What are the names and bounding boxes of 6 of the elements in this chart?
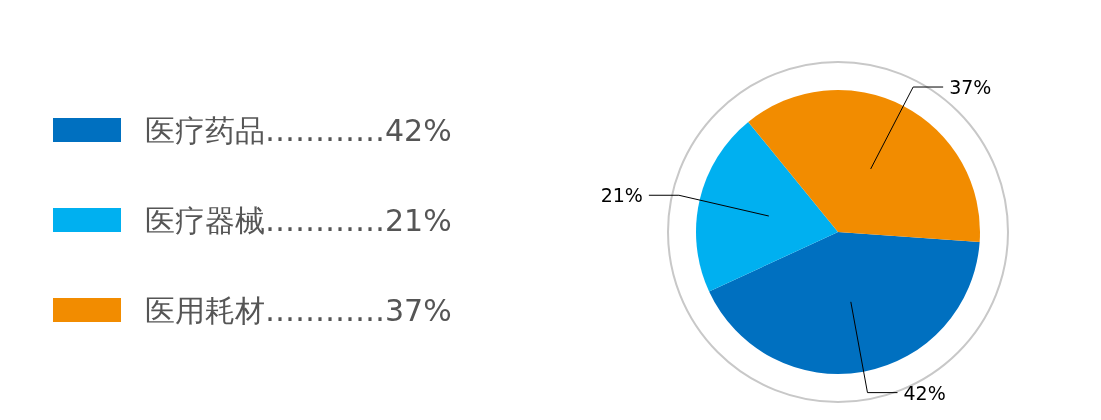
legend-label: 医用耗材…………37% [145,293,452,328]
data-label: 42% [903,381,946,404]
data-label: 21% [600,184,643,207]
legend-label: 医疗器械…………21% [145,203,452,238]
legend-label: 医疗药品…………42% [145,113,452,148]
data-label: 37% [949,76,992,99]
